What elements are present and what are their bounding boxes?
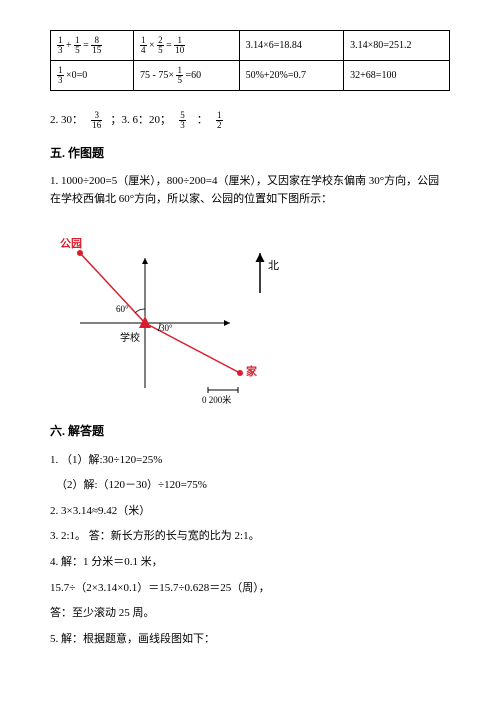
label-north: 北	[268, 258, 279, 276]
q3: 3. 2:1。 答：新长方形的长与宽的比为 2:1。	[50, 528, 450, 546]
q2: 2. 3×3.14≈9.42（米）	[50, 503, 450, 521]
cell-2-3: 50%+20%=0.7	[239, 61, 344, 91]
label-home: 家	[246, 364, 257, 382]
direction-diagram: 公园 北 学校 家 0 200米 60° 30°	[60, 218, 300, 408]
q4a: 4. 解：1 分米＝0.1 米，	[50, 554, 450, 572]
label-30: 30°	[160, 321, 173, 335]
cell-2-1: 13 ×0=0	[51, 61, 134, 91]
q5: 5. 解：根据题意，画线段图如下：	[50, 631, 450, 649]
section5-title: 五. 作图题	[50, 144, 450, 163]
cell-1-3: 3.14×6=18.84	[239, 31, 344, 61]
q4c: 答：至少滚动 25 周。	[50, 605, 450, 623]
section5-body: 1. 1000÷200=5（厘米），800÷200=4（厘米），又因家在学校东偏…	[50, 173, 450, 208]
cell-2-4: 32+68=100	[344, 61, 450, 91]
ratio-line: 2. 30： 316 ；3. 6：20； 53 ： 12	[50, 111, 450, 130]
cell-1-4: 3.14×80=251.2	[344, 31, 450, 61]
q4b: 15.7÷（2×3.14×0.1）＝15.7÷0.628＝25（周），	[50, 580, 450, 598]
label-school: 学校	[120, 331, 140, 347]
q1a: 1. （1）解:30÷120=25%	[50, 452, 450, 470]
label-scale: 0 200米	[202, 393, 231, 407]
cell-2-2: 75 - 75× 15 =60	[134, 61, 240, 91]
cell-1-1: 13 + 15 = 815	[51, 31, 134, 61]
calc-table: 13 + 15 = 815 14 × 25 = 110 3.14×6=18.84…	[50, 30, 450, 91]
label-60: 60°	[116, 302, 129, 316]
label-park: 公园	[60, 236, 82, 254]
section6-title: 六. 解答题	[50, 422, 450, 441]
cell-1-2: 14 × 25 = 110	[134, 31, 240, 61]
q1b: （2）解:（120－30）÷120=75%	[50, 477, 450, 495]
